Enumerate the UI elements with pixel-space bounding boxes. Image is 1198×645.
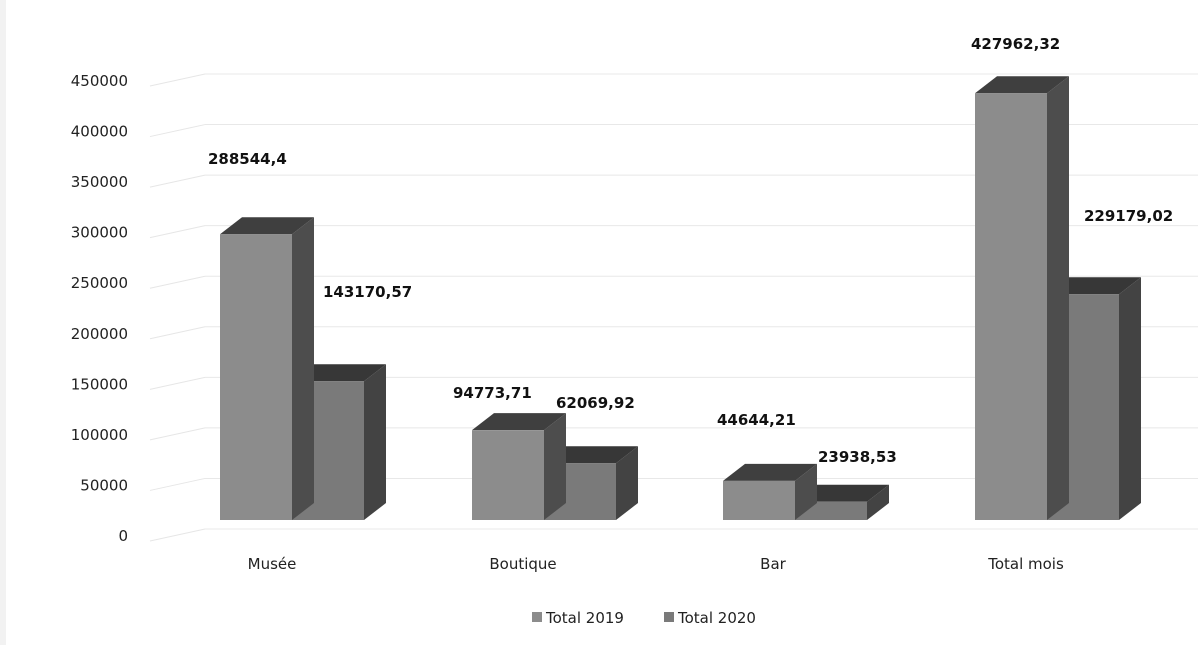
y-tick-label: 350000 (71, 173, 128, 191)
bar-side (616, 446, 638, 520)
x-category-label: Musée (248, 555, 297, 573)
y-tick-label: 50000 (80, 476, 128, 494)
data-labels: 143170,57 288544,4 62069,92 94773,71 23938,5… (208, 35, 1173, 466)
y-tick-label: 100000 (71, 426, 128, 444)
data-label: 23938,53 (818, 448, 897, 466)
y-tick-label: 250000 (71, 274, 128, 292)
data-label: 94773,71 (453, 384, 532, 402)
y-tick-label: 400000 (71, 123, 128, 141)
gridline-diag (149, 376, 206, 390)
legend-label: Total 2019 (545, 609, 624, 627)
legend-item: Total 2020 (664, 609, 756, 627)
bar-total-2019 (220, 217, 314, 520)
gridline-diag (149, 275, 206, 289)
bar-total-2019 (472, 413, 566, 520)
bar-side (1047, 76, 1069, 521)
bar-side (364, 364, 386, 520)
y-axis-ticks: 0 50000 100000 150000 200000 250000 300000 3500… (71, 72, 128, 545)
left-border (0, 0, 6, 645)
data-label: 288544,4 (208, 150, 287, 168)
gridline-diag (149, 427, 206, 441)
gridline-diag (149, 528, 206, 542)
bar-side (544, 413, 566, 520)
x-category-label: Boutique (489, 555, 556, 573)
bar-top (723, 463, 817, 481)
y-tick-label: 300000 (71, 224, 128, 242)
x-category-label: Total mois (987, 555, 1064, 573)
bar-side (292, 217, 314, 520)
bar-top (795, 484, 889, 502)
data-label: 229179,02 (1084, 207, 1173, 225)
bar-front (472, 430, 544, 520)
bar-total-2019 (723, 463, 817, 520)
bar-top (472, 413, 566, 431)
data-label: 143170,57 (323, 283, 412, 301)
bar-top (544, 446, 638, 464)
x-category-label: Bar (760, 555, 786, 573)
bar-total-2019 (975, 76, 1069, 521)
gridline-diag (149, 326, 206, 340)
bar-front (795, 501, 867, 520)
bar-front (975, 93, 1047, 521)
bar-front (220, 234, 292, 520)
bar-total-2020 (795, 484, 889, 520)
bar-front (723, 480, 795, 520)
y-tick-label: 0 (118, 527, 128, 545)
gridline-diag (149, 73, 206, 87)
bar-side (867, 484, 889, 520)
legend-label: Total 2020 (677, 609, 756, 627)
gridline-diag (149, 225, 206, 239)
gridline-diag (149, 477, 206, 491)
y-tick-label: 450000 (71, 72, 128, 90)
y-tick-label: 200000 (71, 325, 128, 343)
bars (220, 76, 1141, 521)
legend-swatch (664, 612, 674, 622)
gridline-diag (149, 174, 206, 188)
y-tick-label: 150000 (71, 375, 128, 393)
data-label: 44644,21 (717, 411, 796, 429)
bar-side (795, 463, 817, 520)
gridline-diag (149, 124, 206, 138)
legend: Total 2019 Total 2020 (532, 609, 756, 627)
bar-side (1119, 277, 1141, 520)
bar-top (220, 217, 314, 235)
bar-top (292, 364, 386, 382)
legend-swatch (532, 612, 542, 622)
x-axis-categories: Musée Boutique Bar Total mois (248, 555, 1064, 573)
data-label: 62069,92 (556, 394, 635, 412)
data-label: 427962,32 (971, 35, 1060, 53)
legend-item: Total 2019 (532, 609, 624, 627)
bar-top (1047, 277, 1141, 295)
bar-top (975, 76, 1069, 94)
